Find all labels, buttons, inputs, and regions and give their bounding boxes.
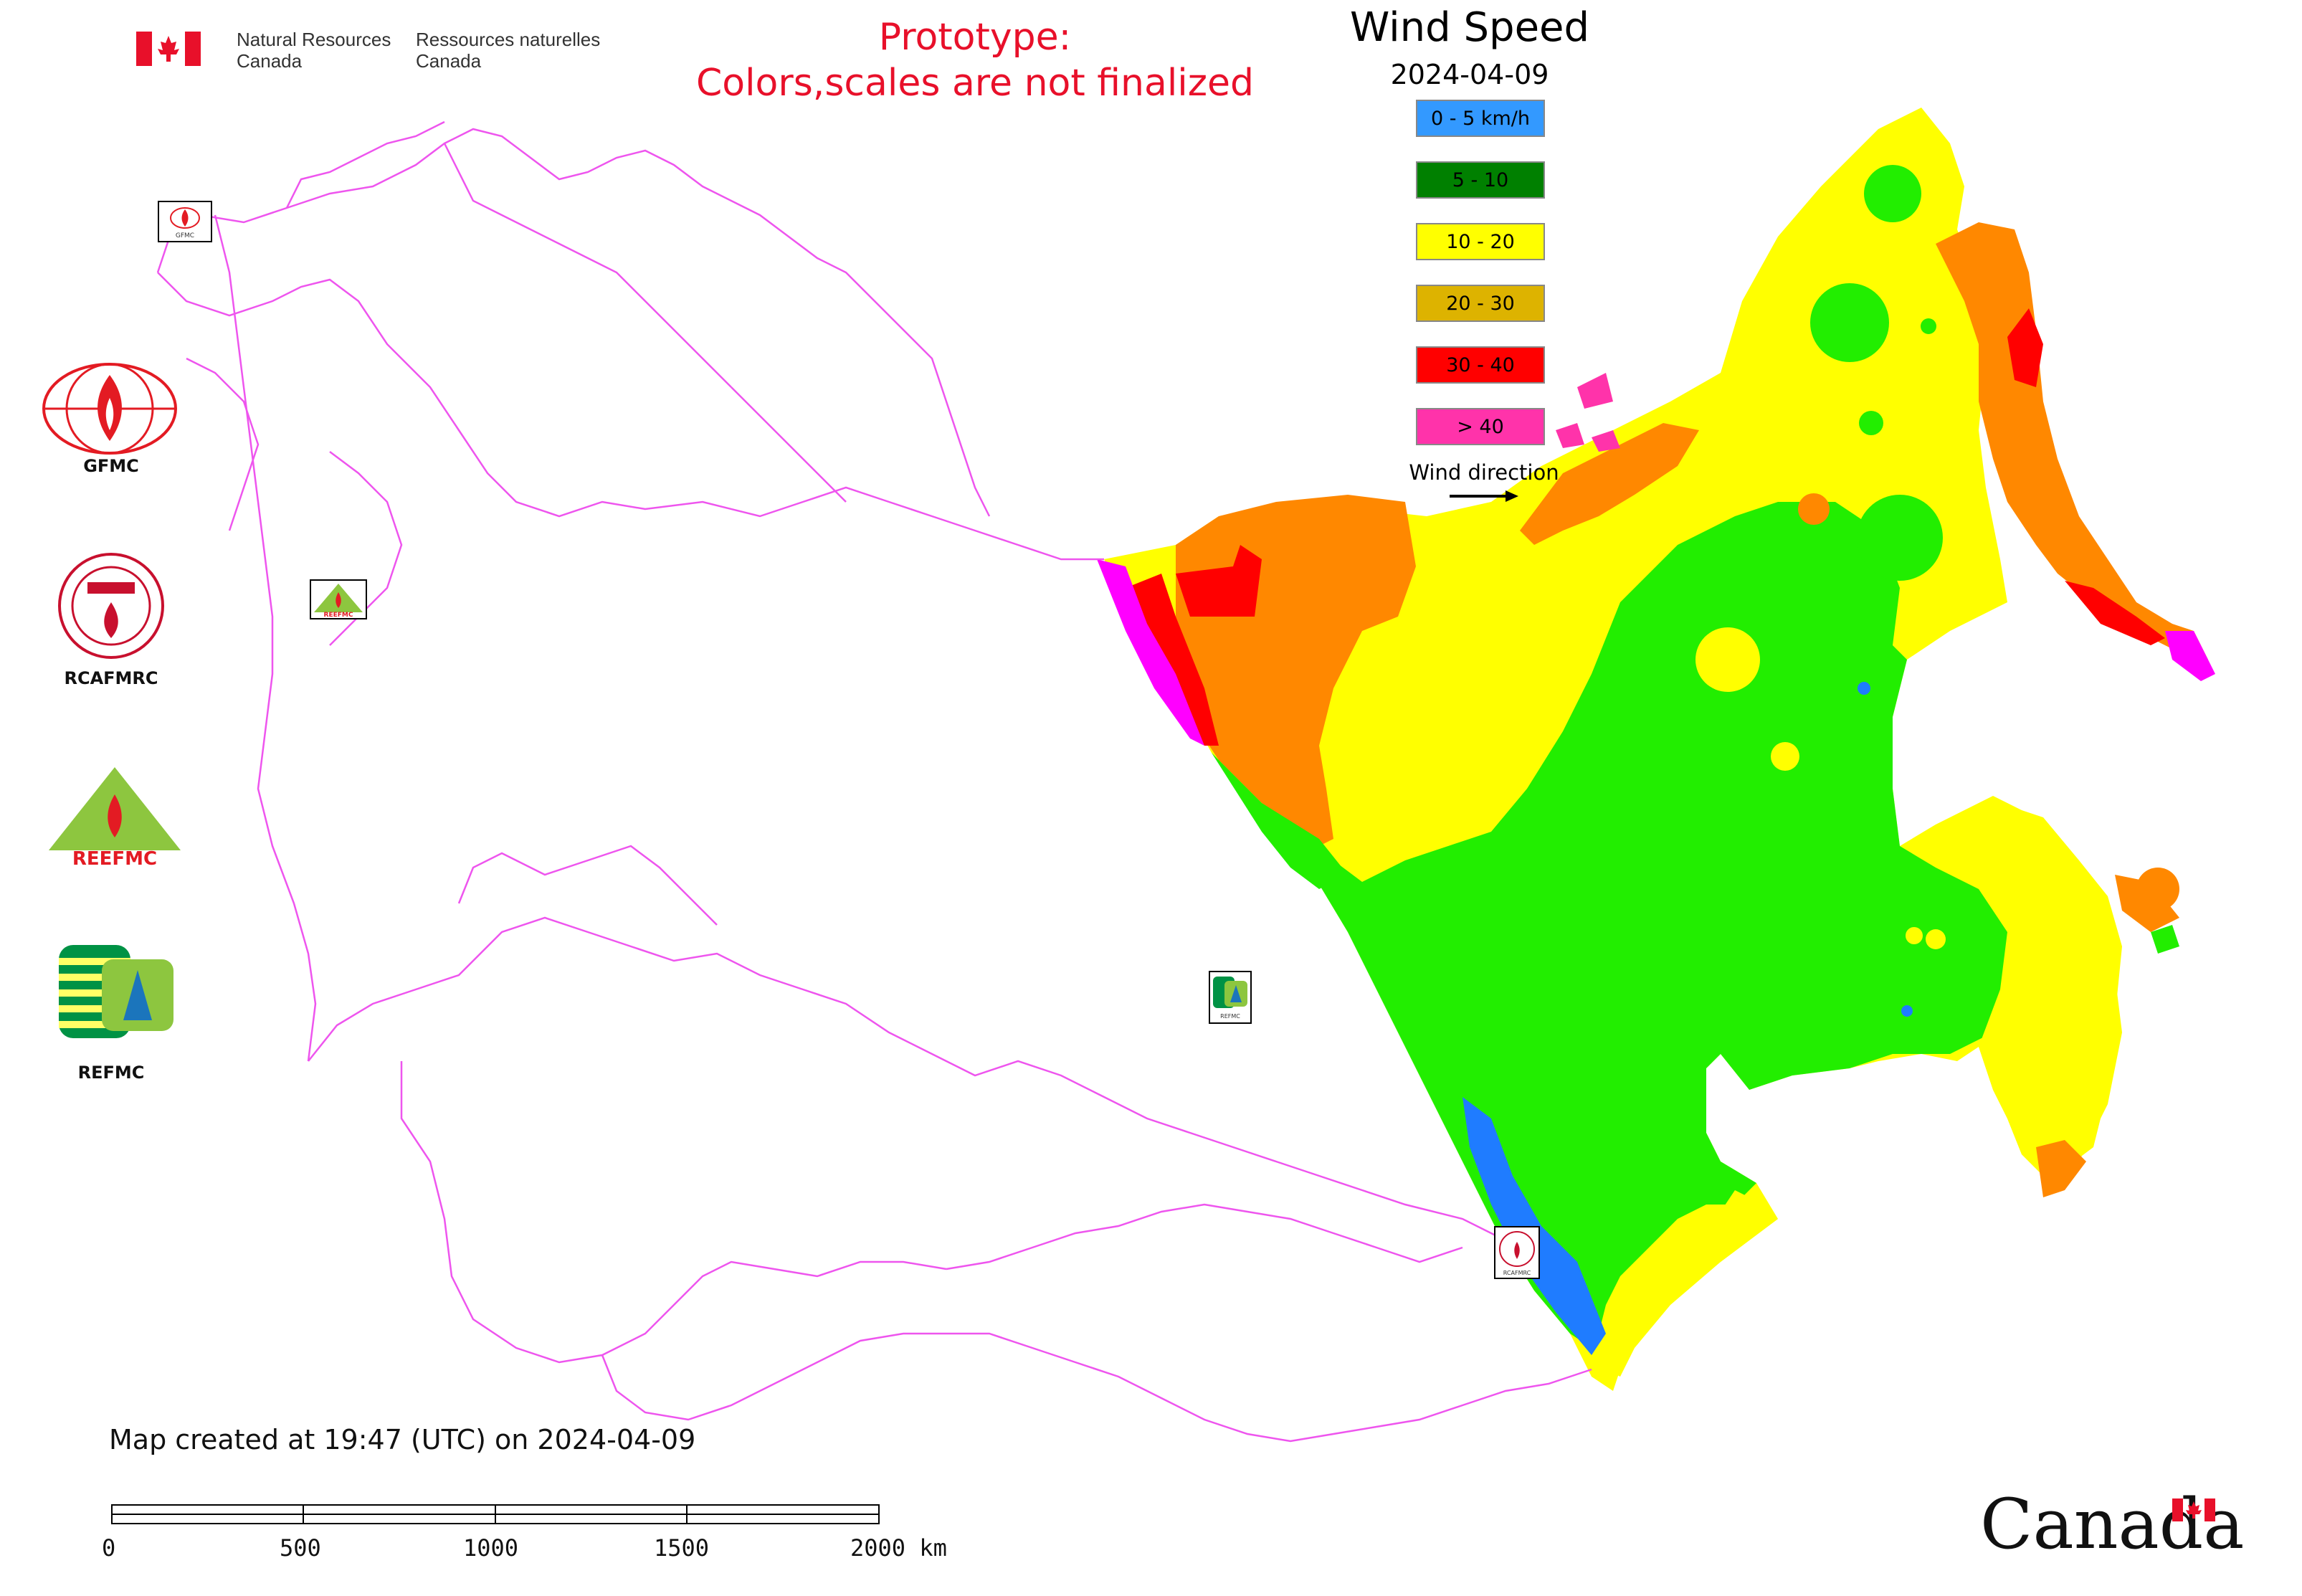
legend-item-0-5: 0 - 5 km/h [1416,100,1545,137]
wind-zone-magenta-kamchatka [2165,631,2215,681]
wind-zone-red-kamchatka-south [2065,581,2165,645]
wind-blob-yellow-1 [1695,627,1760,692]
arctic-islands [1556,373,1620,452]
wind-zone-red-kamchatka [2007,308,2043,387]
map-title: Wind Speed [1349,4,1590,51]
wind-zone-kamchatka-tip [2115,875,2179,932]
reefmc-map-marker-text: REEFMC [324,612,353,618]
wind-blob-green-2 [1810,283,1889,362]
reefmc-logo: REEFMC [39,766,190,870]
scale-tick-1500: 1500 [654,1534,710,1562]
map-created-timestamp: Map created at 19:47 (UTC) on 2024-04-09 [109,1424,696,1455]
wind-zone-green-west [1212,753,1348,889]
department-fr-line1: Ressources naturelles [416,29,601,50]
wind-zone-sakhalin-orange [2036,1140,2086,1197]
wind-blob-blue-2 [1901,1005,1913,1017]
wind-zone-orange-north [1520,423,1699,545]
canada-wordmark: Canada [1980,1484,2245,1564]
rcafmrc-label: RCAFMRC [64,668,158,688]
scale-tick-0: 0 [102,1534,116,1562]
refmc-map-marker: REFMC [1209,971,1252,1024]
canada-flag-icon [136,32,201,66]
rcafmrc-map-marker: RCAFMRC [1494,1226,1540,1279]
department-en-line1: Natural Resources [237,29,391,50]
legend-item-over-40: > 40 [1416,408,1545,445]
refmc-logo [59,945,173,1038]
wind-direction-arrow-icon [1448,488,1520,505]
legend-item-5-10: 5 - 10 [1416,161,1545,199]
scale-tick-1000: 1000 [463,1534,519,1562]
wind-blob-green-3 [1859,411,1883,435]
prototype-notice: Prototype: Colors,scales are not finaliz… [660,14,1290,106]
legend-item-30-40: 30 - 40 [1416,346,1545,384]
wind-blob-yellow-2 [1771,742,1799,771]
wind-blob-blue-1 [1858,682,1870,695]
canada-wordmark-flag-icon [2172,1498,2215,1521]
reefmc-map-marker: REEFMC [310,579,367,619]
gfmc-label: GFMC [83,456,139,476]
scale-tick-2000: 2000 km [850,1534,947,1562]
wind-zone-sakhalin [1979,803,2122,1176]
wind-zone-magenta [1097,559,1204,746]
wind-zone-kamchatka-green [2151,925,2179,954]
wind-blob-green-1 [1864,165,1921,222]
wind-direction-label: Wind direction [1409,460,1559,485]
scale-bar [111,1504,882,1526]
wind-zone-green-main [1219,502,2022,1348]
gfmc-map-marker-text: GFMC [176,232,194,239]
wind-blob-green-5 [1921,318,1936,334]
legend-item-10-20: 10 - 20 [1416,223,1545,260]
refmc-map-marker-text: REFMC [1220,1013,1240,1020]
map-date: 2024-04-09 [1390,59,1549,90]
wind-zone-southern-yellow [1606,1190,1778,1377]
department-en-line2: Canada [237,50,303,72]
rcafmrc-map-marker-text: RCAFMRC [1503,1270,1531,1276]
prototype-line1: Prototype: [878,16,1072,59]
wind-blob-yellow-4 [1926,929,1946,949]
rcafmrc-logo [57,552,165,660]
scale-tick-500: 500 [280,1534,321,1562]
department-en: Natural Resources Canada [237,29,391,72]
refmc-label: REFMC [77,1063,145,1083]
department-fr-line2: Canada [416,50,482,72]
prototype-line2: Colors,scales are not finalized [695,62,1255,105]
wind-blob-yellow-3 [1906,927,1923,944]
wind-field [1097,108,2215,1391]
wind-blob-green-4 [1857,495,1943,581]
wind-blob-orange-1 [1798,493,1830,525]
country-borders [156,120,1592,1443]
wind-zone-red-coast [1126,574,1219,746]
wind-zone-red [1176,545,1262,617]
reefmc-logo-text: REEFMC [72,848,157,870]
legend-item-20-30: 20 - 30 [1416,285,1545,322]
wind-zone-orange-kamchatka [1936,222,2208,660]
gfmc-map-marker: GFMC [158,201,212,242]
department-fr: Ressources naturelles Canada [416,29,600,72]
gfmc-logo [42,362,178,455]
